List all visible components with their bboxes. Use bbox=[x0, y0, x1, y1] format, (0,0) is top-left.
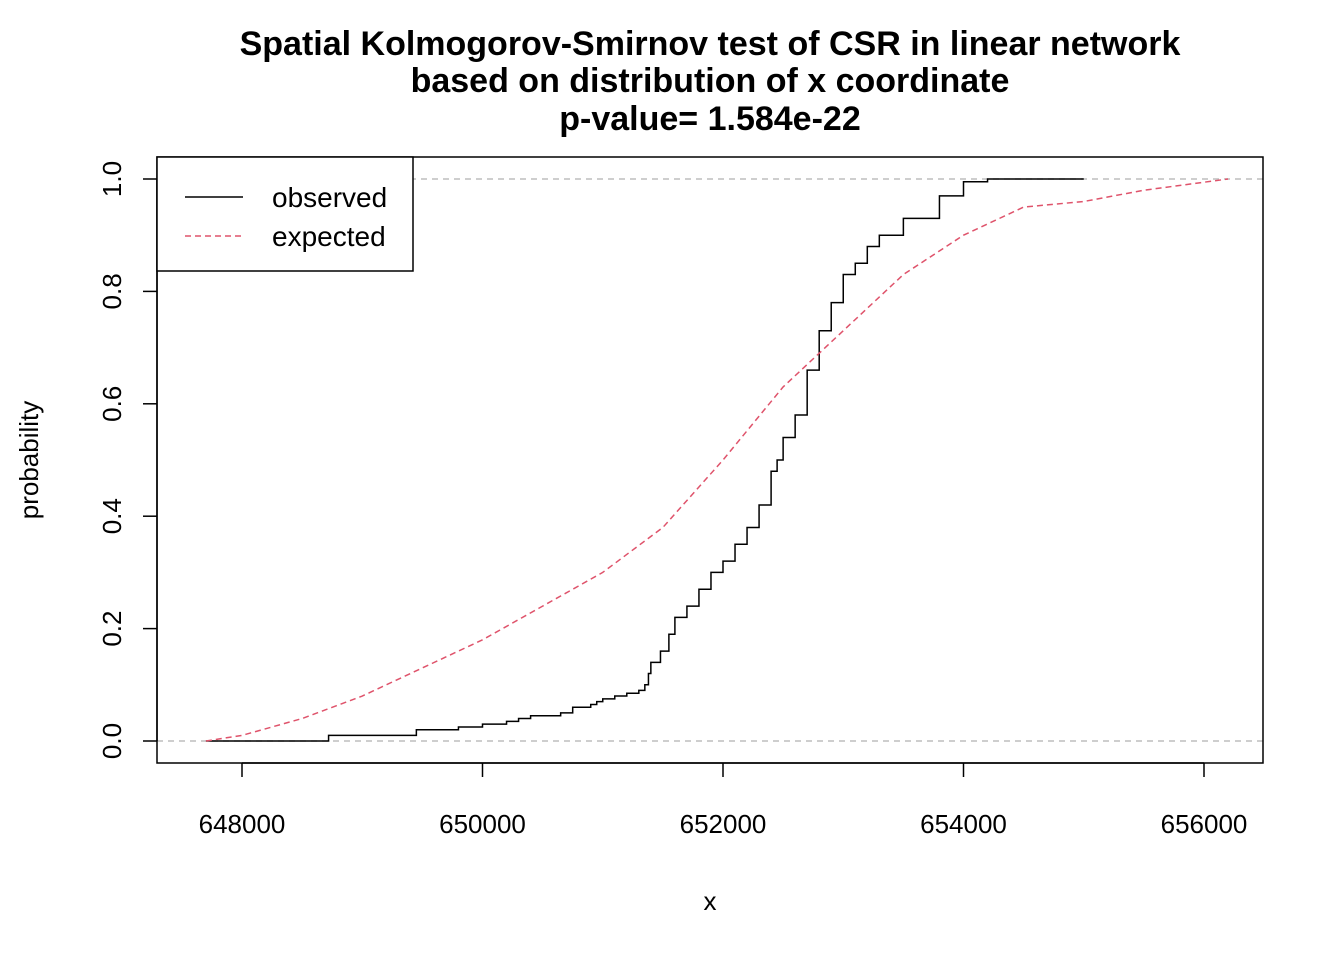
x-tick-label-0: 648000 bbox=[199, 809, 286, 839]
x-axis: 648000 650000 652000 654000 656000 bbox=[199, 762, 1248, 839]
x-tick-label-3: 654000 bbox=[920, 809, 1007, 839]
y-tick-label-4: 0.8 bbox=[97, 273, 127, 309]
y-tick-label-1: 0.2 bbox=[97, 611, 127, 647]
title-line-3: p-value= 1.584e-22 bbox=[559, 100, 860, 138]
y-tick-label-0: 0.0 bbox=[97, 723, 127, 759]
plot-frame bbox=[156, 156, 1264, 764]
legend-observed-label: observed bbox=[272, 182, 387, 213]
x-axis-label: x bbox=[704, 886, 717, 916]
reference-lines bbox=[157, 178, 1263, 742]
chart-title: Spatial Kolmogorov-Smirnov test of CSR i… bbox=[240, 25, 1181, 138]
legend-expected-label: expected bbox=[272, 221, 386, 252]
y-axis-label: probability bbox=[14, 401, 44, 520]
y-tick-label-2: 0.4 bbox=[97, 498, 127, 534]
x-tick-label-1: 650000 bbox=[439, 809, 526, 839]
series-expected-line bbox=[205, 178, 1229, 742]
y-axis: 0.0 0.2 0.4 0.6 0.8 1.0 bbox=[97, 161, 158, 759]
y-tick-label-3: 0.6 bbox=[97, 386, 127, 422]
legend: observed expected bbox=[156, 156, 414, 272]
series-observed-line bbox=[205, 178, 1084, 742]
series-layer bbox=[205, 178, 1229, 742]
y-tick-label-5: 1.0 bbox=[97, 161, 127, 197]
x-tick-label-2: 652000 bbox=[680, 809, 767, 839]
x-tick-label-4: 656000 bbox=[1161, 809, 1248, 839]
legend-box bbox=[156, 156, 414, 272]
title-line-2: based on distribution of x coordinate bbox=[411, 62, 1010, 100]
title-line-1: Spatial Kolmogorov-Smirnov test of CSR i… bbox=[240, 25, 1181, 63]
